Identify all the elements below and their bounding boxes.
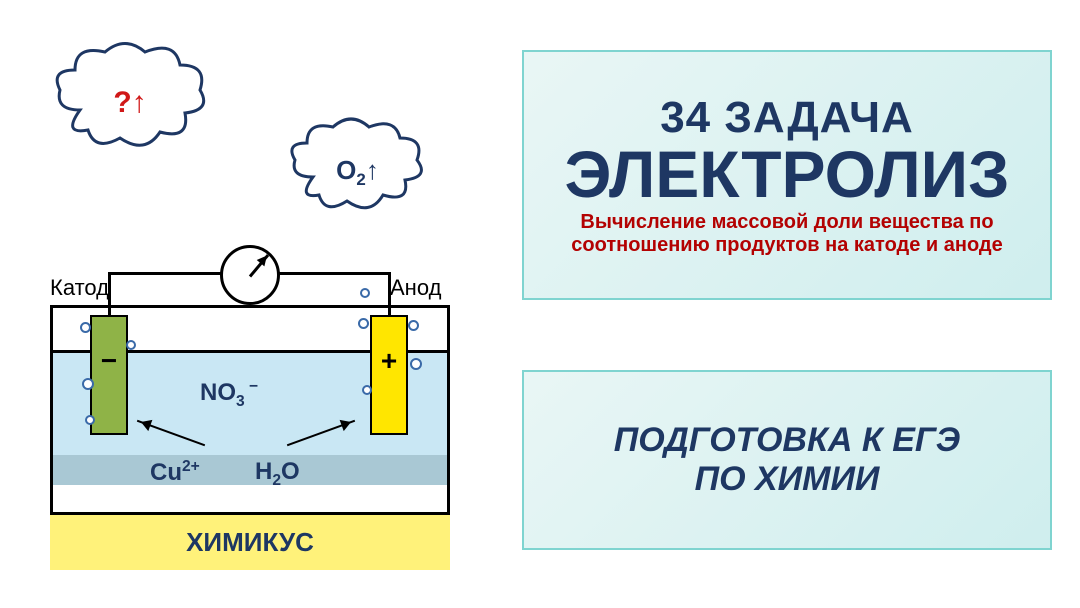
cathode-cloud: ?↑ [50,40,210,170]
cathode-label: Катод [50,275,109,301]
title-line2: ЭЛЕКТРОЛИЗ [565,143,1010,206]
bubble-icon [410,358,422,370]
electrolysis-diagram: ?↑ O2↑ Катод Анод − + NO3 − Cu2+ H2O [30,20,490,590]
bubble-icon [362,385,372,395]
brand-name: ХИМИКУС [186,527,314,558]
anode-label: Анод [390,275,441,301]
bubble-icon [408,320,419,331]
cathode-cloud-label: ?↑ [50,86,210,120]
anode-electrode: + [370,315,408,435]
title-panel: 34 ЗАДАЧА ЭЛЕКТРОЛИЗ Вычисление массовой… [522,50,1052,300]
bubble-icon [360,288,370,298]
nitrate-ion-label: NO3 − [200,378,258,411]
cathode-electrode: − [90,315,128,435]
wire-right-horiz [277,272,391,275]
anode-cloud-label: O2↑ [285,155,430,190]
bubble-icon [82,378,94,390]
brand-footer: ХИМИКУС [50,515,450,570]
title-line1: 34 ЗАДАЧА [660,93,914,143]
anode-cloud: O2↑ [285,115,430,230]
bubble-icon [358,318,369,329]
copper-ion-label: Cu2+ [150,458,200,487]
bubble-icon [80,322,91,333]
prep-panel: ПОДГОТОВКА К ЕГЭ ПО ХИМИИ [522,370,1052,550]
ammeter-icon [220,245,280,305]
solution-lower-layer [53,455,447,485]
anode-sign: + [372,345,406,377]
bubble-icon [126,340,136,350]
water-label: H2O [255,458,300,490]
prep-line1: ПОДГОТОВКА К ЕГЭ [614,421,960,460]
cathode-sign: − [92,345,126,377]
title-subtitle: Вычисление массовой доли вещества по соо… [534,211,1040,257]
wire-left-horiz [108,272,223,275]
prep-line2: ПО ХИМИИ [695,460,880,499]
bubble-icon [85,415,95,425]
ammeter-needle [249,254,269,277]
